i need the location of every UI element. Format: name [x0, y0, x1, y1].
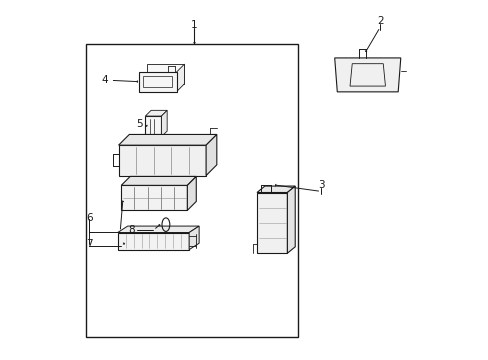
Polygon shape: [145, 116, 161, 137]
Polygon shape: [187, 176, 196, 210]
Polygon shape: [334, 58, 400, 92]
Polygon shape: [257, 186, 295, 193]
Polygon shape: [205, 134, 216, 176]
Polygon shape: [257, 193, 287, 253]
Polygon shape: [139, 72, 176, 91]
Text: 4: 4: [102, 75, 108, 85]
Text: 2: 2: [376, 16, 383, 26]
Polygon shape: [145, 111, 167, 116]
Polygon shape: [118, 226, 199, 233]
Polygon shape: [189, 226, 199, 249]
Text: 8: 8: [128, 225, 135, 235]
Text: 6: 6: [85, 212, 92, 222]
Polygon shape: [118, 134, 216, 145]
Polygon shape: [121, 185, 187, 210]
Polygon shape: [121, 176, 196, 185]
Polygon shape: [176, 64, 184, 91]
Text: 5: 5: [136, 118, 142, 129]
Text: 7: 7: [85, 239, 92, 249]
Text: 1: 1: [191, 19, 198, 30]
Text: 3: 3: [317, 180, 324, 190]
Polygon shape: [118, 233, 189, 249]
Polygon shape: [287, 186, 295, 253]
Polygon shape: [118, 145, 205, 176]
Polygon shape: [161, 111, 167, 137]
Polygon shape: [147, 64, 184, 84]
